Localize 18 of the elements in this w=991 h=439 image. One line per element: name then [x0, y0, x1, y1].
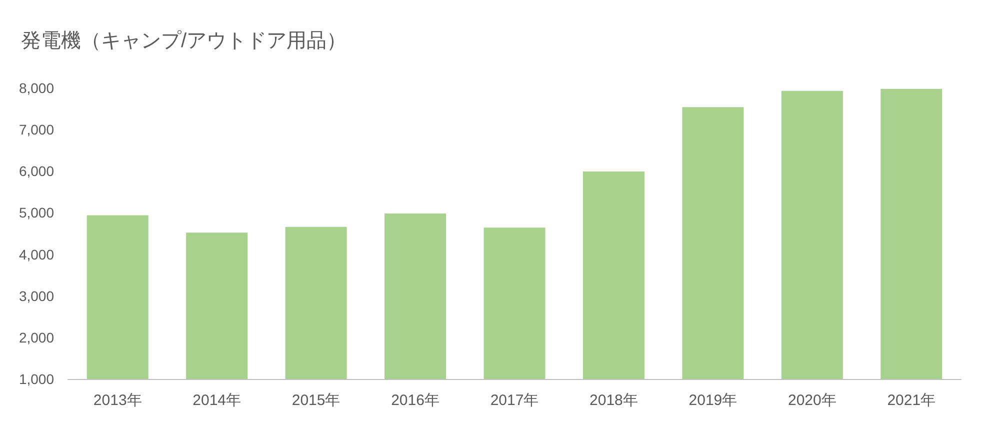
- y-tick-label: 3,000: [18, 288, 54, 304]
- x-tick-label: 2014年: [192, 392, 242, 409]
- y-tick-label: 1,000: [18, 371, 54, 387]
- y-tick-label: 7,000: [18, 122, 54, 138]
- y-tick-label: 8,000: [18, 80, 54, 96]
- x-tick-label: 2017年: [490, 392, 539, 409]
- y-tick-label: 5,000: [18, 204, 54, 221]
- y-tick-label: 2,000: [18, 329, 54, 346]
- x-tick-label: 2013年: [93, 392, 142, 409]
- x-tick-label: 2016年: [391, 392, 440, 409]
- x-tick-label: 2018年: [590, 392, 638, 409]
- chart-title: 発電機（キャンプ/アウトドア用品）: [21, 30, 347, 52]
- y-tick-label: 4,000: [18, 246, 54, 262]
- x-tick-label: 2020年: [788, 392, 836, 409]
- x-tick-label: 2021年: [887, 392, 936, 409]
- x-tick-label: 2019年: [688, 392, 738, 409]
- y-tick-label: 6,000: [18, 163, 54, 180]
- x-tick-label: 2015年: [292, 392, 340, 409]
